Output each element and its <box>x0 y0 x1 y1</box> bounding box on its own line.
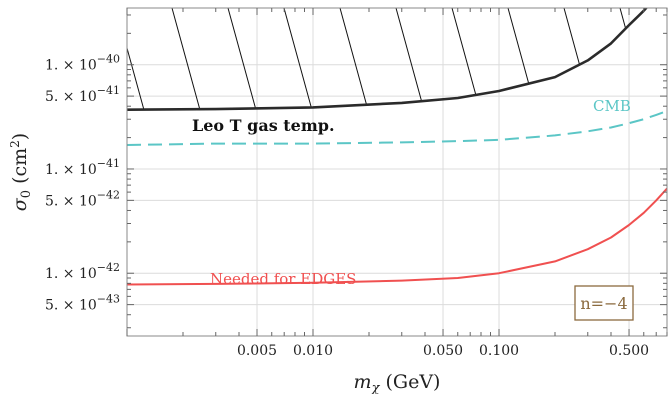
cmb-curve <box>127 110 667 146</box>
y-tick-label: 5. × 10−41 <box>45 84 120 105</box>
annotation-edges: Needed for EDGES <box>210 270 356 288</box>
ticks <box>126 8 668 336</box>
x-tick-labels: 0.005 0.010 0.050 0.100 0.500 <box>237 343 649 359</box>
hatch-line <box>563 7 655 110</box>
y-tick-labels: 1. × 10−40 5. × 10−41 1. × 10−41 5. × 10−42… <box>45 53 120 314</box>
y-axis-label: σ0 (cm2) <box>8 133 34 211</box>
y-tick-label: 5. × 10−43 <box>45 293 120 314</box>
annotation-box-n <box>574 285 634 321</box>
leo-t-gas-temp-curve <box>127 8 648 111</box>
hatch-line <box>395 7 487 110</box>
hatch-line <box>171 7 263 110</box>
hatch-line <box>507 7 599 110</box>
annotation-leo-t: Leo T gas temp. <box>192 116 335 135</box>
annotation-n: n=−4 <box>580 294 627 313</box>
x-tick-label: 0.010 <box>293 343 333 359</box>
plot-frame <box>126 7 668 337</box>
hatch-line <box>283 7 375 110</box>
x-tick-label: 0.050 <box>423 343 463 359</box>
hatch-line <box>451 7 543 110</box>
hatch-line <box>339 7 431 110</box>
edges-curve <box>127 187 667 286</box>
curves <box>127 8 667 286</box>
x-tick-label: 0.100 <box>479 343 519 359</box>
hatch-line <box>127 7 207 110</box>
y-tick-label: 1. × 10−40 <box>45 53 120 74</box>
annotation-cmb: CMB <box>593 97 631 115</box>
x-tick-label: 0.500 <box>609 343 649 359</box>
hatch-line <box>227 7 319 110</box>
x-tick-label: 0.005 <box>237 343 277 359</box>
y-tick-label: 5. × 10−42 <box>45 188 120 209</box>
excluded-region-hatch <box>127 7 657 110</box>
y-tick-label: 1. × 10−42 <box>45 261 120 282</box>
y-tick-label: 1. × 10−41 <box>45 157 120 178</box>
x-axis-label: mχ (GeV) <box>354 371 441 394</box>
